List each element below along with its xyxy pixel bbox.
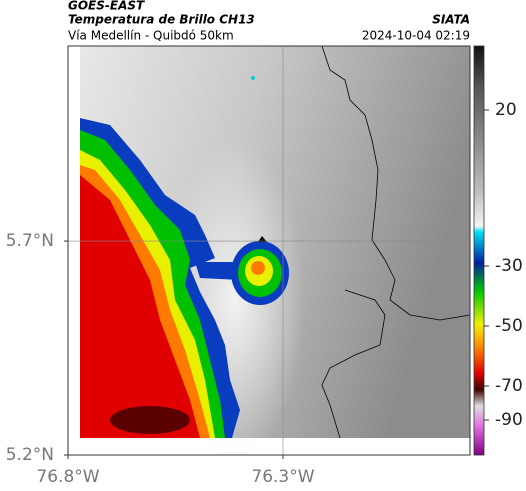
timestamp: 2024-10-04 02:19 (362, 29, 470, 43)
frame (67, 45, 471, 456)
title: GOES-EAST (68, 0, 145, 13)
y-tick-label: 5.2°N (6, 445, 54, 465)
cell-orange (251, 261, 265, 275)
header: GOES-EAST Temperatura de Brillo CH13 Vía… (68, 0, 470, 43)
colorbar-label: 20 (495, 100, 517, 120)
imagery (67, 45, 471, 460)
colorbar-label: -70 (495, 376, 523, 396)
colorbar-label: -30 (495, 256, 523, 276)
marker (258, 236, 267, 242)
route: Vía Medellín - Quibdó 50km (68, 29, 234, 43)
subtitle: Temperatura de Brillo CH13 (68, 13, 255, 27)
x-tick-label: 76.3°W (251, 467, 314, 487)
colorbar-label: -90 (495, 410, 523, 430)
border (321, 45, 471, 321)
cloud-bridge (195, 262, 240, 280)
source: SIATA (432, 13, 470, 27)
x-tick-label: 76.8°W (36, 467, 99, 487)
colorbar-label: -50 (495, 316, 523, 336)
border (321, 289, 386, 439)
colorbar (473, 45, 485, 456)
speck (251, 76, 255, 80)
y-tick-label: 5.7°N (6, 231, 54, 251)
cloud-core (110, 406, 190, 434)
cloud-red (80, 175, 200, 438)
